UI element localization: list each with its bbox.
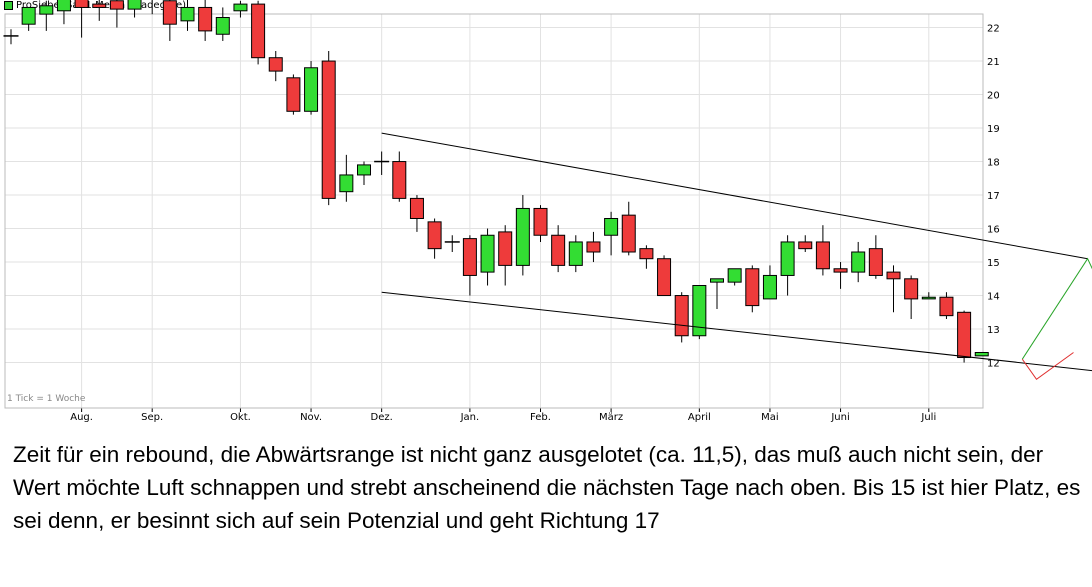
- candle-body: [904, 278, 919, 300]
- candle-body: [180, 6, 195, 22]
- candle-body: [586, 241, 601, 253]
- y-tick-label: 15: [987, 258, 1000, 269]
- candle-body: [233, 3, 248, 12]
- candle-body: [198, 6, 213, 32]
- candle-body: [568, 241, 583, 266]
- candle-body: [268, 57, 283, 72]
- candle-body: [480, 234, 495, 273]
- candle-body: [127, 0, 142, 10]
- candle-body: [321, 60, 336, 199]
- candle-body: [427, 221, 442, 250]
- candlestick-chart-svg: 12 13 14 15 16 17 18 19 20 21 22 23 Aug. Sep. Okt. Nov.…: [3, 0, 1092, 423]
- y-tick-label: 23: [987, 0, 1000, 1]
- candle-body: [339, 174, 354, 193]
- candle-body: [780, 241, 795, 276]
- candle-body: [215, 17, 230, 35]
- trend-line-upper: [381, 132, 1088, 260]
- candle-body: [304, 67, 319, 112]
- candle-body: [462, 238, 477, 276]
- candle-body: [409, 197, 424, 219]
- legend-swatch: [4, 1, 13, 10]
- candle-body: [939, 296, 954, 317]
- candle-body: [745, 268, 760, 307]
- candle-body: [692, 285, 707, 337]
- candle-body: [798, 241, 813, 250]
- x-tick-label: Jan.: [460, 412, 480, 423]
- candle-body: [357, 164, 371, 176]
- candle-body: [886, 271, 901, 280]
- y-tick-label: 20: [987, 91, 1000, 102]
- candle-body: [251, 3, 266, 59]
- candle-body: [957, 311, 972, 359]
- y-tick-label: 21: [987, 57, 1000, 68]
- x-tick-label: Aug.: [70, 412, 93, 423]
- x-tick-label: Mai: [761, 412, 779, 423]
- forecast-line-down: [1021, 352, 1074, 381]
- trend-line-lower: [381, 291, 1092, 372]
- candle-body: [727, 268, 742, 283]
- y-tick-label: 17: [987, 191, 1000, 202]
- y-tick-label: 14: [987, 292, 1000, 303]
- candle-body: [710, 278, 724, 283]
- candle-body: [392, 161, 407, 199]
- candle-body: [74, 0, 89, 8]
- x-tick-label: April: [688, 412, 711, 423]
- candle-body: [21, 6, 36, 25]
- x-tick-label: Juni: [830, 412, 849, 423]
- candle-body: [515, 207, 530, 266]
- candle-body: [762, 274, 777, 300]
- candle-body: [815, 241, 830, 270]
- y-tick-label: 18: [987, 158, 1000, 169]
- x-tick-label: Juli: [920, 412, 936, 423]
- candle-body: [109, 0, 124, 10]
- candle-body: [851, 251, 866, 273]
- candle-body: [286, 77, 301, 112]
- candle-body: [92, 3, 107, 8]
- candle-body: [162, 0, 177, 25]
- x-tick-label: Okt.: [230, 412, 251, 423]
- tick-interval-note: 1 Tick = 1 Woche: [7, 394, 86, 404]
- candle-body: [833, 268, 848, 273]
- x-tick-label: Dez.: [371, 412, 393, 423]
- analysis-comment: Zeit für ein rebound, die Abwärtsrange i…: [13, 442, 1081, 533]
- y-tick-label: 12: [987, 359, 1000, 370]
- y-tick-label: 16: [987, 225, 1000, 236]
- candle-body: [657, 258, 672, 297]
- candle-body: [604, 218, 619, 236]
- x-tick-label: Feb.: [530, 412, 551, 423]
- candle-body: [533, 207, 548, 236]
- candle-body: [674, 295, 689, 337]
- candle-body: [868, 248, 883, 276]
- candle-body: [551, 234, 566, 266]
- candle-body: [974, 352, 989, 357]
- x-tick-label: März: [599, 412, 623, 423]
- candle-body: [56, 0, 71, 12]
- x-tick-label: Nov.: [300, 412, 322, 423]
- candle-body: [39, 5, 54, 15]
- candle-body: [639, 248, 654, 260]
- candle-body: [621, 214, 636, 253]
- y-tick-label: 22: [987, 24, 1000, 35]
- candle-body: [921, 296, 936, 300]
- x-tick-label: Sep.: [141, 412, 163, 423]
- chart: ProSiebenSat.1 Media (Tradegate) 1213141…: [3, 0, 1092, 423]
- y-tick-label: 13: [987, 325, 1000, 336]
- plot-frame: [4, 13, 984, 409]
- candle-body: [498, 231, 513, 266]
- y-tick-label: 19: [987, 124, 1000, 135]
- forecast-line-up: [1021, 257, 1092, 360]
